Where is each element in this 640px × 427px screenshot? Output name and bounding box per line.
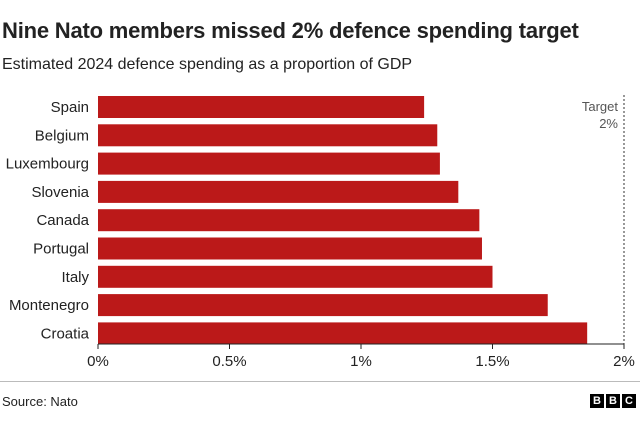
bar bbox=[98, 124, 438, 147]
bar bbox=[98, 265, 493, 288]
logo-letter: B bbox=[590, 394, 604, 408]
bar bbox=[98, 322, 588, 345]
bar bbox=[98, 209, 480, 232]
category-label: Luxembourg bbox=[6, 156, 89, 173]
bar bbox=[98, 180, 459, 203]
bar bbox=[98, 294, 548, 317]
target-label: 2% bbox=[599, 116, 618, 131]
chart-title: Nine Nato members missed 2% defence spen… bbox=[2, 18, 579, 43]
category-label: Spain bbox=[51, 99, 89, 116]
bar bbox=[98, 152, 440, 175]
footer-divider bbox=[0, 381, 640, 382]
category-label: Canada bbox=[36, 212, 89, 229]
category-label: Croatia bbox=[41, 325, 90, 342]
category-label: Italy bbox=[61, 269, 89, 286]
target-label: Target bbox=[582, 99, 619, 114]
x-tick-label: 1% bbox=[350, 353, 372, 370]
bbc-logo: B B C bbox=[590, 394, 636, 408]
logo-letter: C bbox=[622, 394, 636, 408]
x-tick-label: 1.5% bbox=[475, 353, 509, 370]
category-label: Montenegro bbox=[9, 297, 89, 314]
bar bbox=[98, 237, 482, 260]
bar-chart: Target 2% Spain Belgium Luxembourg Slovenia Ca… bbox=[6, 95, 635, 370]
x-tick-label: 0% bbox=[87, 353, 109, 370]
chart-subtitle: Estimated 2024 defence spending as a pro… bbox=[2, 56, 413, 73]
bar bbox=[98, 96, 425, 118]
source-note: Source: Nato bbox=[2, 394, 78, 409]
x-tick-label: 0.5% bbox=[212, 353, 246, 370]
x-tick-label: 2% bbox=[613, 353, 635, 370]
category-label: Belgium bbox=[35, 127, 89, 144]
category-label: Portugal bbox=[33, 241, 89, 258]
category-label: Slovenia bbox=[31, 184, 89, 201]
logo-letter: B bbox=[606, 394, 620, 408]
